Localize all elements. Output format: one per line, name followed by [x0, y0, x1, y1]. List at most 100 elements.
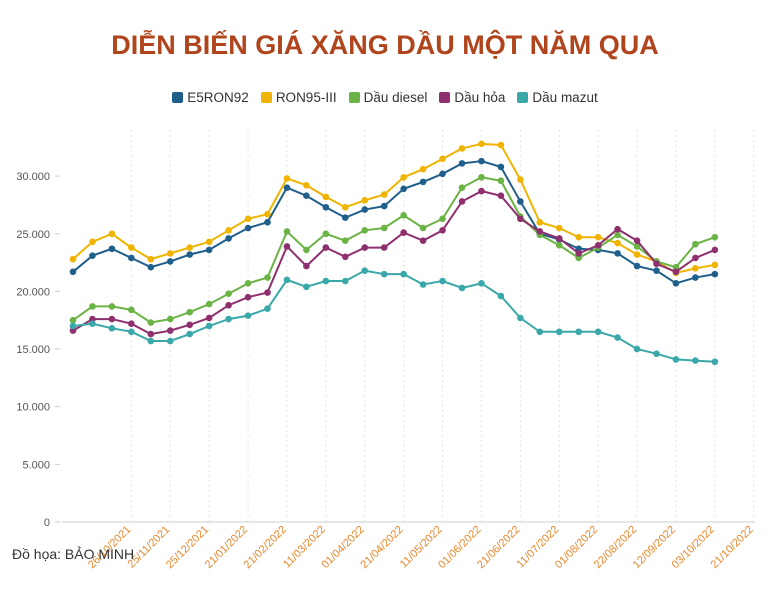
point: [633, 237, 641, 244]
point: [69, 316, 77, 324]
point: [166, 258, 174, 265]
point: [89, 315, 96, 323]
point: [633, 345, 641, 353]
point: [536, 218, 544, 226]
point: [692, 254, 699, 262]
point: [653, 260, 660, 268]
point: [497, 192, 505, 200]
point: [205, 322, 213, 330]
y-tick-label: 30.000: [16, 171, 50, 183]
series-line: [72, 269, 715, 363]
point: [575, 245, 582, 253]
point: [672, 263, 680, 271]
point: [166, 315, 174, 323]
point: [69, 268, 77, 276]
y-tick-label: 10.000: [16, 402, 50, 414]
point: [458, 284, 466, 292]
point: [186, 308, 193, 316]
point: [205, 300, 213, 308]
point: [478, 140, 485, 148]
point: [711, 358, 719, 366]
point: [361, 244, 369, 251]
point: [633, 251, 641, 258]
point: [303, 182, 310, 189]
point: [380, 244, 388, 251]
point: [380, 202, 388, 210]
legend-swatch: [348, 92, 360, 103]
point: [186, 251, 193, 258]
point: [478, 157, 485, 165]
point: [400, 270, 407, 278]
point: [458, 184, 466, 191]
point: [303, 246, 310, 254]
point: [322, 230, 330, 238]
point: [342, 214, 349, 221]
point: [69, 322, 77, 330]
point: [614, 334, 621, 341]
point: [653, 350, 660, 357]
point: [361, 206, 369, 213]
point: [128, 328, 135, 336]
point: [69, 327, 77, 334]
point: [205, 314, 213, 322]
series-line: [72, 176, 716, 324]
point: [672, 356, 680, 363]
point: [108, 245, 116, 253]
point: [147, 337, 155, 345]
legend-item[interactable]: E5RON92: [172, 90, 249, 105]
point: [419, 224, 427, 232]
point: [264, 210, 271, 218]
point: [672, 268, 680, 276]
y-tick-label: 20.000: [16, 286, 50, 298]
legend-item[interactable]: Dầu mazut: [517, 90, 598, 105]
point: [711, 233, 719, 241]
point: [517, 198, 524, 205]
point: [439, 277, 446, 285]
point: [166, 337, 174, 345]
point: [380, 270, 388, 278]
point: [439, 227, 446, 234]
point: [555, 328, 563, 336]
point: [283, 228, 291, 235]
point: [419, 281, 427, 288]
legend-item[interactable]: Dầu diesel: [348, 90, 427, 105]
point: [419, 178, 427, 186]
point: [594, 233, 602, 241]
point: [342, 277, 349, 285]
point: [555, 241, 563, 249]
point: [147, 330, 155, 338]
point: [672, 280, 680, 287]
point: [575, 254, 582, 262]
point: [536, 328, 544, 336]
point: [633, 262, 641, 270]
point: [361, 267, 369, 274]
point: [303, 262, 310, 270]
point: [400, 229, 407, 236]
legend-item[interactable]: RON95-III: [260, 90, 337, 105]
series-line: [72, 190, 716, 336]
point: [303, 192, 310, 200]
point: [303, 283, 310, 291]
point: [147, 255, 155, 263]
point: [497, 163, 505, 171]
point: [497, 177, 505, 185]
point: [614, 231, 621, 239]
point: [225, 235, 232, 242]
point: [478, 173, 485, 181]
point: [69, 255, 77, 263]
point: [244, 215, 252, 223]
point: [439, 170, 446, 178]
point: [692, 357, 699, 364]
point: [108, 325, 116, 332]
y-tick-label: 15.000: [16, 344, 50, 356]
point: [711, 246, 719, 254]
point: [186, 244, 193, 251]
legend-item[interactable]: Dầu hỏa: [439, 90, 505, 105]
point: [439, 155, 446, 163]
point: [108, 230, 116, 238]
point: [711, 270, 719, 278]
point: [322, 277, 330, 285]
chart-title: DIỄN BIẾN GIÁ XĂNG DẦU MỘT NĂM QUA: [111, 30, 659, 60]
point: [108, 315, 116, 323]
